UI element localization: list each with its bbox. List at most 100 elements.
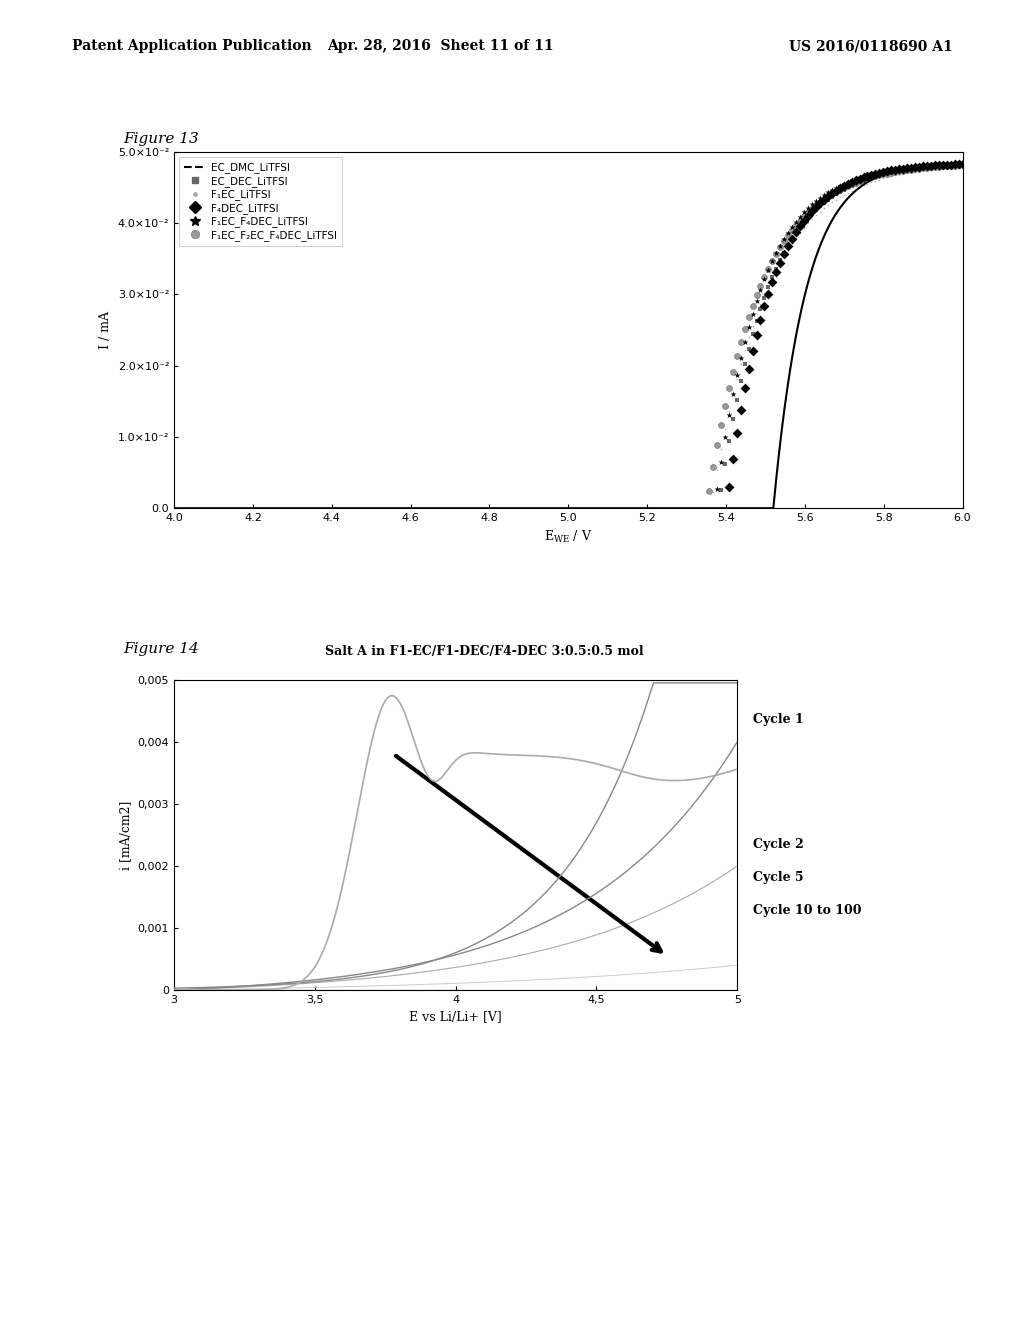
EC_DEC_LiTFSI: [749, 310, 765, 331]
EC_DEC_LiTFSI: [776, 243, 793, 264]
F₁EC_LiTFSI: [942, 157, 958, 178]
F₄DEC_LiTFSI: [787, 222, 804, 243]
F₄DEC_LiTFSI: [725, 449, 741, 470]
EC_DEC_LiTFSI: [879, 164, 895, 185]
F₄DEC_LiTFSI: [942, 154, 958, 176]
Y-axis label: I / mA: I / mA: [99, 312, 113, 348]
F₁EC_F₂EC_F₄DEC_LiTFSI: [705, 457, 721, 478]
F₁EC_F₄DEC_LiTFSI: [914, 156, 931, 177]
F₄DEC_LiTFSI: [946, 154, 963, 176]
F₁EC_F₄DEC_LiTFSI: [910, 156, 927, 177]
F₁EC_F₄DEC_LiTFSI: [721, 404, 737, 425]
F₁EC_F₄DEC_LiTFSI: [891, 158, 907, 180]
F₁EC_LiTFSI: [871, 169, 888, 190]
F₁EC_F₂EC_F₄DEC_LiTFSI: [784, 219, 801, 240]
F₁EC_F₄DEC_LiTFSI: [744, 304, 761, 325]
EC_DEC_LiTFSI: [808, 199, 824, 220]
F₁EC_F₄DEC_LiTFSI: [772, 235, 788, 256]
F₁EC_F₄DEC_LiTFSI: [823, 180, 840, 201]
F₁EC_LiTFSI: [808, 205, 824, 226]
F₄DEC_LiTFSI: [776, 243, 793, 264]
F₄DEC_LiTFSI: [910, 156, 927, 177]
F₁EC_LiTFSI: [776, 244, 793, 265]
F₄DEC_LiTFSI: [780, 235, 797, 256]
F₄DEC_LiTFSI: [899, 157, 915, 178]
F₁EC_F₄DEC_LiTFSI: [899, 157, 915, 178]
F₁EC_F₄DEC_LiTFSI: [907, 157, 924, 178]
F₄DEC_LiTFSI: [764, 272, 780, 293]
EC_DEC_LiTFSI: [851, 172, 867, 193]
F₄DEC_LiTFSI: [931, 154, 947, 176]
F₁EC_F₄DEC_LiTFSI: [800, 198, 816, 219]
F₁EC_F₄DEC_LiTFSI: [764, 251, 780, 272]
F₁EC_F₂EC_F₄DEC_LiTFSI: [851, 170, 867, 191]
F₁EC_F₂EC_F₄DEC_LiTFSI: [749, 285, 765, 306]
X-axis label: $\mathregular{E_{WE}}$ / V: $\mathregular{E_{WE}}$ / V: [544, 528, 593, 545]
EC_DEC_LiTFSI: [784, 228, 801, 249]
F₄DEC_LiTFSI: [812, 193, 828, 214]
EC_DEC_LiTFSI: [804, 203, 820, 224]
EC_DEC_LiTFSI: [816, 193, 833, 214]
F₁EC_F₄DEC_LiTFSI: [713, 451, 729, 473]
F₄DEC_LiTFSI: [871, 162, 888, 183]
F₁EC_LiTFSI: [780, 239, 797, 260]
F₁EC_F₂EC_F₄DEC_LiTFSI: [927, 156, 943, 177]
F₄DEC_LiTFSI: [827, 180, 844, 201]
F₁EC_LiTFSI: [903, 162, 920, 183]
F₄DEC_LiTFSI: [867, 164, 884, 185]
F₁EC_F₂EC_F₄DEC_LiTFSI: [939, 156, 955, 177]
EC_DMC_LiTFSI: [934, 157, 946, 173]
F₄DEC_LiTFSI: [768, 261, 784, 282]
F₁EC_F₄DEC_LiTFSI: [939, 154, 955, 176]
F₁EC_F₄DEC_LiTFSI: [848, 169, 864, 190]
F₄DEC_LiTFSI: [887, 160, 903, 181]
F₁EC_F₂EC_F₄DEC_LiTFSI: [910, 158, 927, 180]
F₁EC_LiTFSI: [863, 172, 880, 193]
EC_DEC_LiTFSI: [954, 154, 971, 176]
F₁EC_F₄DEC_LiTFSI: [760, 259, 776, 280]
EC_DEC_LiTFSI: [891, 161, 907, 182]
F₁EC_F₂EC_F₄DEC_LiTFSI: [836, 177, 852, 198]
F₄DEC_LiTFSI: [760, 284, 776, 305]
EC_DEC_LiTFSI: [914, 157, 931, 178]
F₁EC_LiTFSI: [883, 166, 899, 187]
F₁EC_LiTFSI: [792, 222, 808, 243]
F₁EC_LiTFSI: [764, 267, 780, 288]
F₁EC_LiTFSI: [753, 293, 769, 314]
F₁EC_F₂EC_F₄DEC_LiTFSI: [700, 480, 717, 502]
F₁EC_F₂EC_F₄DEC_LiTFSI: [859, 168, 876, 189]
F₁EC_LiTFSI: [749, 304, 765, 325]
F₁EC_LiTFSI: [709, 459, 725, 480]
F₁EC_LiTFSI: [757, 284, 773, 305]
F₁EC_LiTFSI: [796, 218, 812, 239]
F₁EC_F₂EC_F₄DEC_LiTFSI: [819, 186, 836, 207]
F₁EC_F₄DEC_LiTFSI: [753, 280, 769, 301]
EC_DEC_LiTFSI: [819, 189, 836, 210]
F₁EC_LiTFSI: [887, 165, 903, 186]
F₄DEC_LiTFSI: [749, 325, 765, 346]
F₁EC_F₂EC_F₄DEC_LiTFSI: [764, 251, 780, 272]
F₄DEC_LiTFSI: [919, 156, 935, 177]
F₁EC_F₄DEC_LiTFSI: [796, 202, 812, 223]
F₄DEC_LiTFSI: [753, 309, 769, 330]
EC_DEC_LiTFSI: [935, 156, 951, 177]
F₁EC_F₂EC_F₄DEC_LiTFSI: [753, 276, 769, 297]
EC_DEC_LiTFSI: [772, 249, 788, 271]
Text: Cycle 10 to 100: Cycle 10 to 100: [753, 904, 861, 917]
F₁EC_LiTFSI: [851, 177, 867, 198]
F₁EC_F₂EC_F₄DEC_LiTFSI: [709, 434, 725, 455]
F₁EC_F₄DEC_LiTFSI: [836, 173, 852, 194]
F₄DEC_LiTFSI: [923, 156, 939, 177]
F₁EC_F₄DEC_LiTFSI: [749, 290, 765, 312]
F₁EC_F₄DEC_LiTFSI: [736, 331, 753, 352]
F₁EC_LiTFSI: [954, 156, 971, 177]
F₁EC_F₄DEC_LiTFSI: [757, 269, 773, 290]
F₁EC_LiTFSI: [768, 259, 784, 280]
F₁EC_LiTFSI: [736, 339, 753, 360]
F₁EC_LiTFSI: [879, 166, 895, 187]
F₄DEC_LiTFSI: [792, 215, 808, 236]
F₁EC_F₄DEC_LiTFSI: [808, 190, 824, 211]
F₁EC_F₄DEC_LiTFSI: [768, 243, 784, 264]
F₁EC_LiTFSI: [907, 161, 924, 182]
EC_DEC_LiTFSI: [876, 164, 892, 185]
